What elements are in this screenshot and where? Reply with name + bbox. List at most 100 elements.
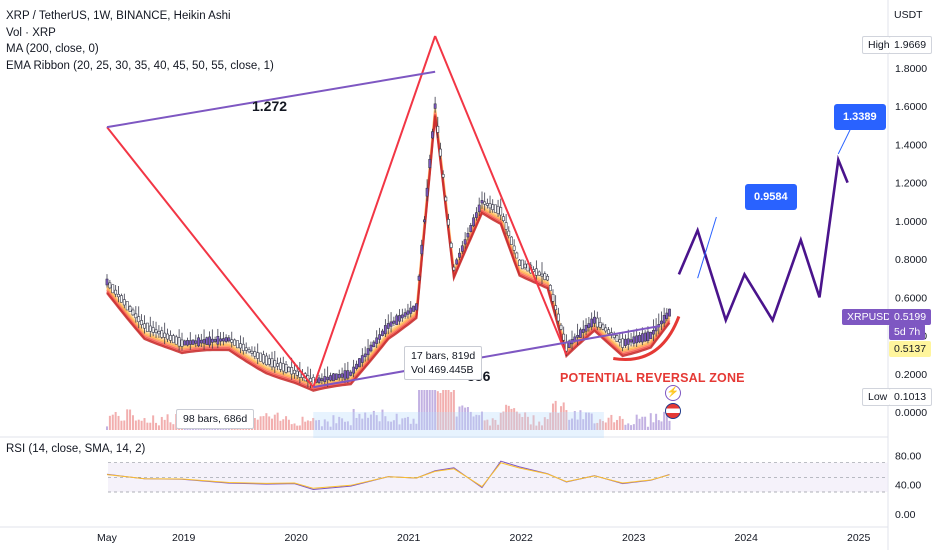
candle-body (111, 284, 115, 294)
volume-bar (426, 390, 429, 430)
volume-bar (518, 413, 521, 430)
volume-bar (387, 421, 390, 430)
candle-body (556, 313, 560, 322)
candle-body (262, 354, 265, 364)
candle-body (171, 335, 175, 344)
volume-bar (375, 415, 378, 430)
candle-body (488, 203, 492, 209)
volume-bar (590, 413, 593, 430)
volume-bar (312, 417, 315, 430)
volume-bar (352, 408, 355, 430)
price-tick-label: 1.4000 (895, 139, 927, 151)
candle-body (626, 338, 630, 345)
candle-body (378, 334, 381, 340)
candle-body (157, 330, 161, 335)
pattern-leg-ab (312, 35, 437, 388)
volume-bar (632, 424, 635, 430)
candle-body (264, 355, 268, 366)
candle-body (523, 263, 527, 269)
candle-body (326, 376, 330, 381)
volume-bar (635, 414, 638, 430)
candle-body (564, 342, 568, 352)
volume-bar (306, 420, 309, 430)
candle-body (417, 275, 421, 281)
candle-body (358, 358, 361, 368)
range-bars-text: 17 bars, 819d (411, 350, 476, 362)
candle-body (507, 230, 511, 237)
indicator-ema-ribbon[interactable]: EMA Ribbon (20, 25, 30, 35, 40, 45, 50, … (6, 59, 274, 72)
ema-ribbon (106, 107, 671, 392)
volume-bar (358, 413, 361, 430)
candle-body (485, 203, 489, 206)
candle-body (241, 343, 245, 351)
range-info-box-2[interactable]: 98 bars, 686d (176, 409, 255, 429)
candle-body (166, 333, 169, 340)
candle-body (463, 239, 467, 245)
rsi-sma-line (106, 462, 670, 489)
candle-body (122, 299, 126, 306)
candle-body (433, 103, 437, 109)
time-tick-label: 2022 (510, 532, 534, 544)
volume-bar (329, 426, 332, 430)
candle-body (224, 337, 228, 342)
price-tick-label: 0.0000 (895, 407, 927, 419)
indicator-ma[interactable]: MA (200, close, 0) (6, 43, 99, 55)
volume-bar (466, 407, 469, 430)
candle-body (295, 370, 299, 376)
volume-bar (355, 417, 358, 430)
candle-body (125, 301, 129, 311)
candle-body (332, 373, 335, 382)
candle-body (256, 352, 260, 359)
lightning-event-icon[interactable]: ⚡ (665, 385, 681, 401)
volume-bar (114, 411, 117, 430)
target-label-2[interactable]: 1.3389 (834, 104, 886, 130)
candle-body (343, 370, 347, 380)
candle-body (213, 339, 217, 342)
candle-body (120, 295, 123, 303)
candle-body (334, 373, 338, 380)
volume-bar (259, 416, 262, 430)
candle-body (537, 271, 541, 276)
us-flag-event-icon[interactable] (665, 403, 681, 419)
candle-body (276, 363, 280, 367)
volume-bar (120, 420, 123, 430)
range-info-box-1[interactable]: 17 bars, 819d Vol 469.445B (404, 346, 483, 380)
volume-bar (123, 420, 126, 430)
price-tick-label: 0.8000 (895, 254, 927, 266)
candle-body (148, 325, 152, 332)
volume-bar (630, 425, 633, 430)
volume-bar (604, 422, 607, 430)
indicator-volume[interactable]: Vol · XRP (6, 26, 56, 39)
volume-bar (478, 415, 481, 430)
volume-bar (442, 390, 445, 430)
candle-body (188, 340, 192, 345)
volume-bar (401, 418, 404, 430)
volume-bar (418, 390, 421, 430)
target-label-1[interactable]: 0.9584 (745, 184, 797, 210)
price-tick-label: 0.6000 (895, 292, 927, 304)
countdown-tag: 5d 7h (889, 324, 926, 340)
volume-bar (129, 409, 132, 430)
range-volume-text: Vol 469.445B (411, 364, 474, 376)
candle-body (466, 232, 470, 238)
candle-body (412, 305, 415, 312)
candle-body (346, 370, 350, 379)
candle-body (320, 378, 324, 382)
candle-body (632, 336, 636, 344)
volume-bar (378, 421, 381, 430)
volume-bar (398, 424, 401, 430)
candle-body (250, 350, 254, 354)
volume-bar (298, 425, 301, 430)
volume-bar (529, 424, 532, 430)
candle-body (414, 303, 418, 311)
rsi-legend[interactable]: RSI (14, close, SMA, 14, 2) (6, 443, 146, 455)
candle-body (270, 358, 274, 368)
symbol-line[interactable]: XRP / TetherUS, 1W, BINANCE, Heikin Ashi (6, 10, 231, 22)
candle-body (273, 360, 277, 368)
volume-bar (541, 425, 543, 430)
time-tick-label: 2025 (847, 532, 871, 544)
candle-body (287, 366, 291, 373)
axes: 1.8000 1.6000 1.4000 1.2000 1.0000 0.8000 0.60… (97, 63, 927, 544)
